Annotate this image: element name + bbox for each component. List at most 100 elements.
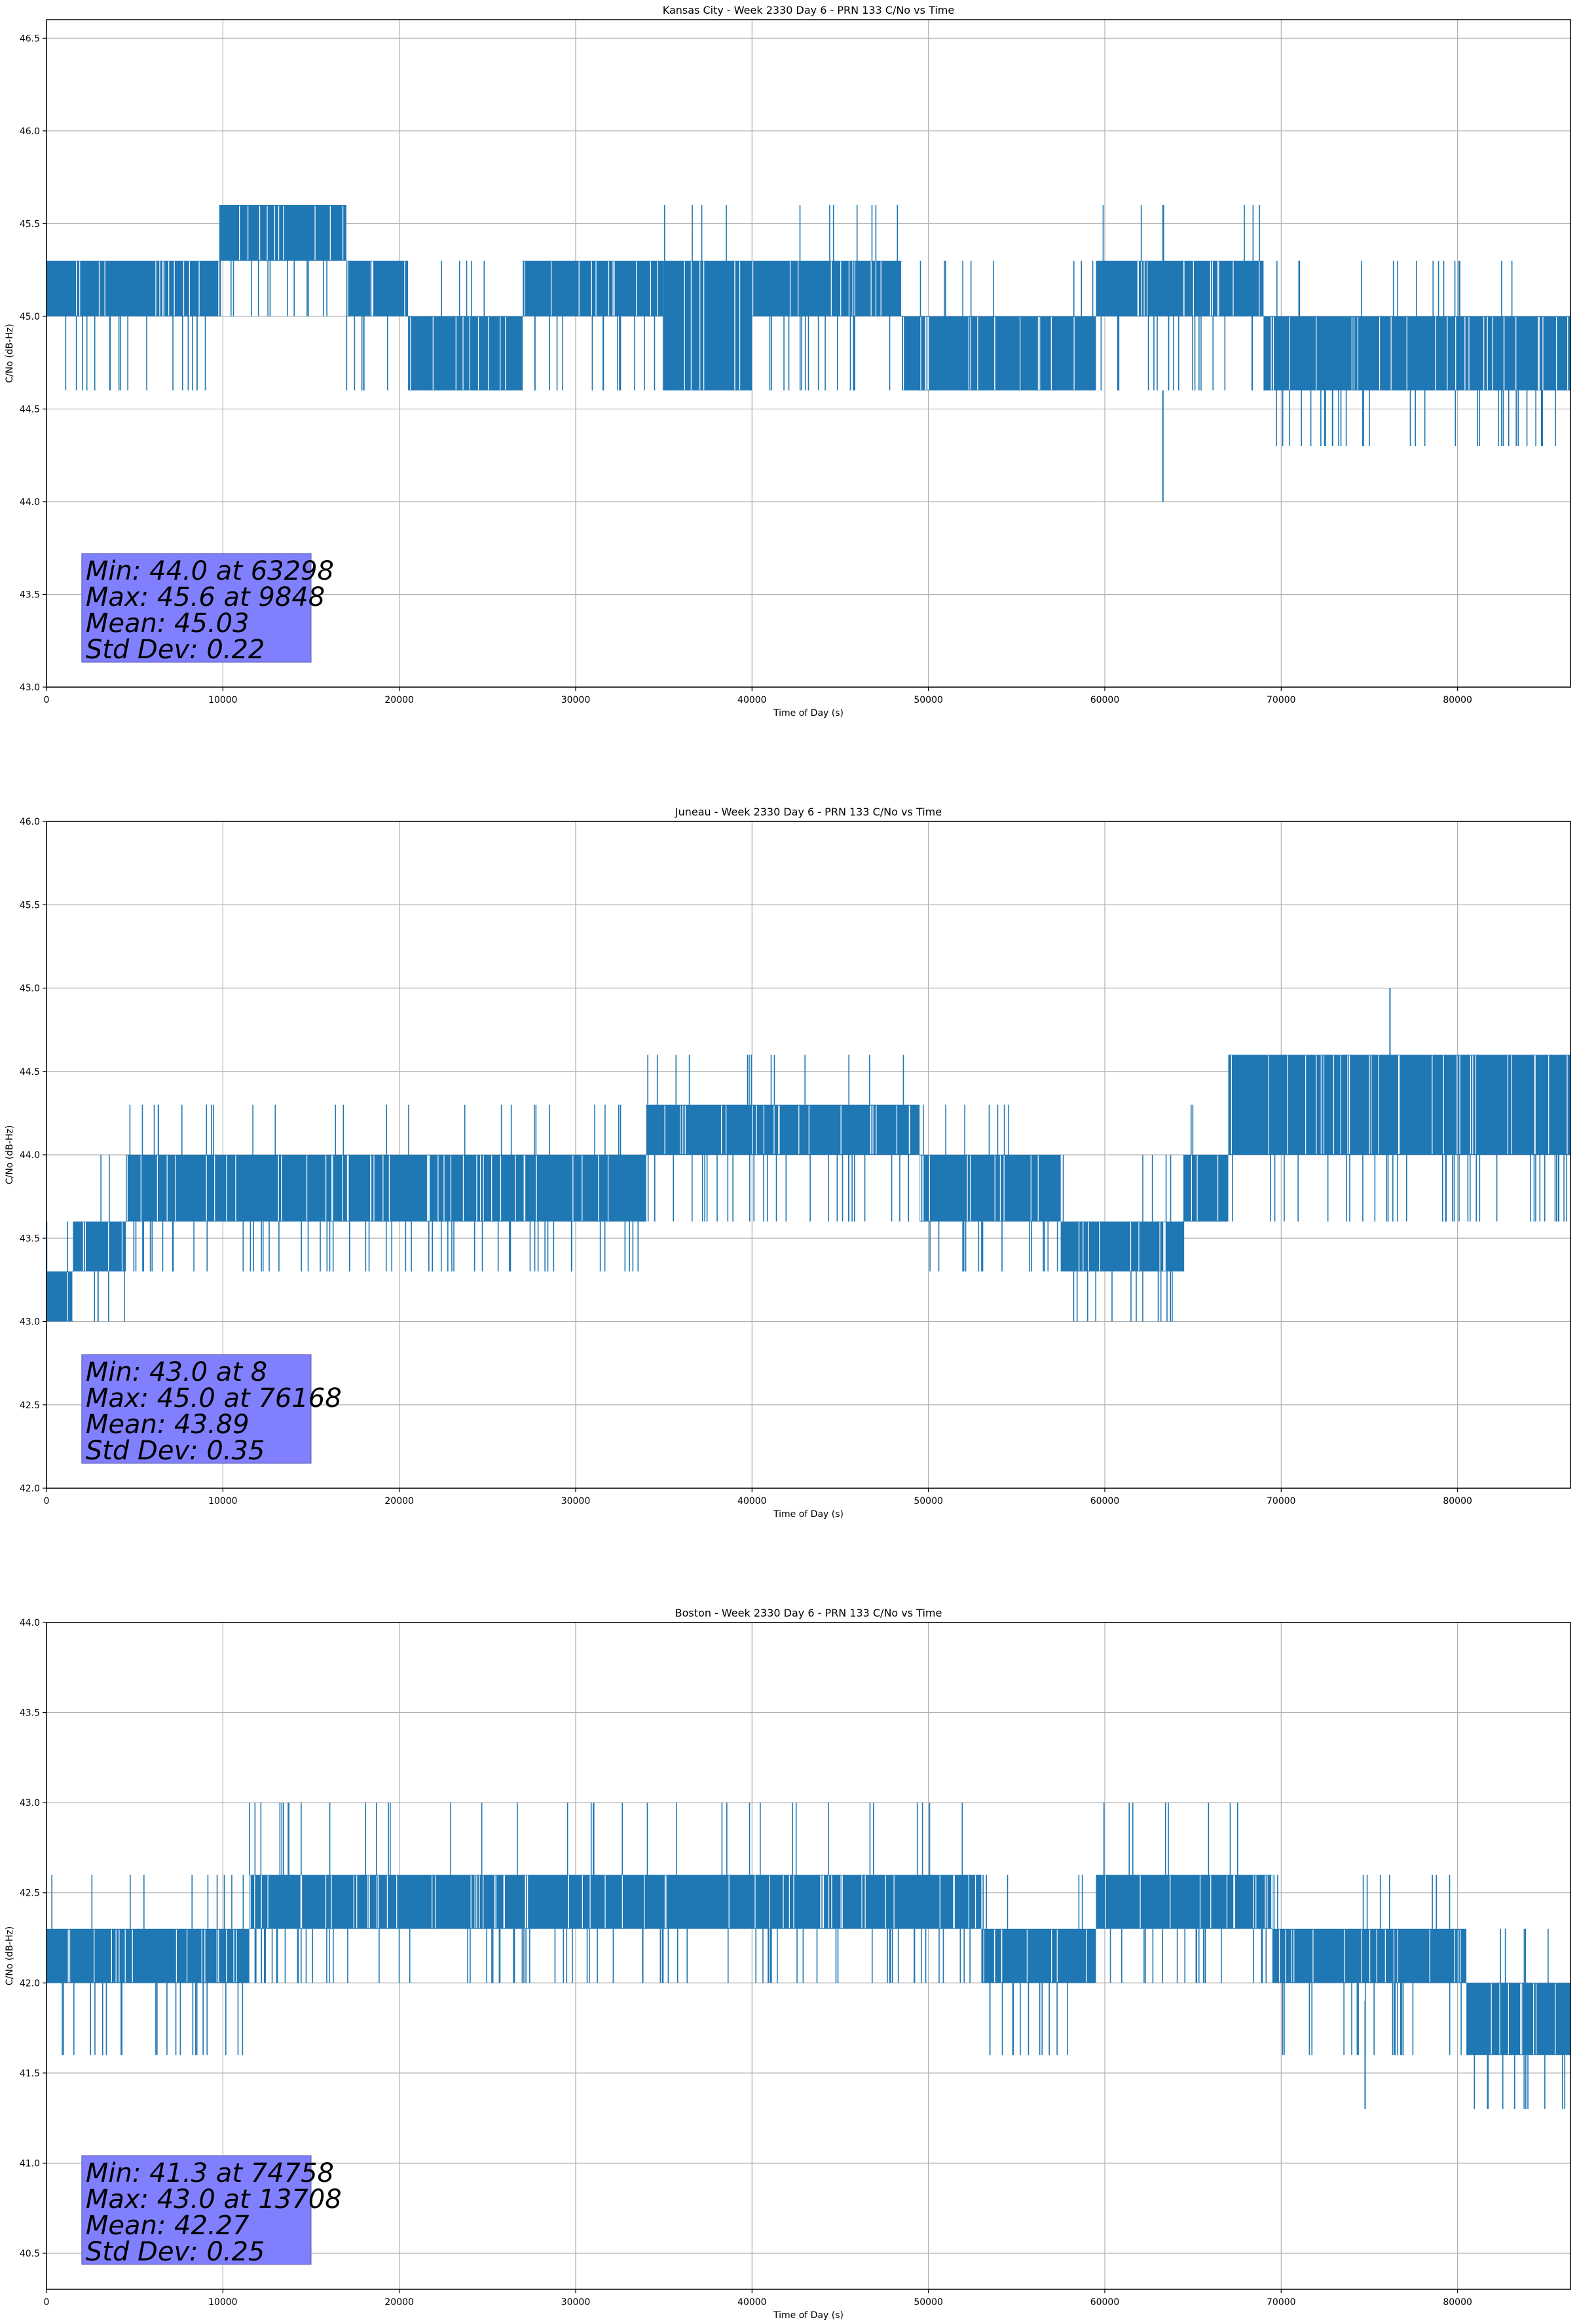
- x-tick-label: 40000: [737, 1496, 767, 1507]
- chart-panel-1: 0 10000 20000 30000 40000 50000 60000 70000 8000…: [5, 4, 1571, 719]
- y-tick-label: 45.5: [20, 219, 40, 229]
- y-tick-label: 43.5: [20, 1708, 40, 1719]
- y-tick-label: 46.5: [20, 33, 40, 44]
- x-tick-label: 40000: [737, 695, 767, 705]
- y-tick-label: 46.0: [20, 126, 40, 137]
- y-tick-label: 40.5: [20, 2249, 40, 2259]
- stats-line: Std Dev: 0.35: [86, 1436, 265, 1466]
- x-tick-label: 60000: [1090, 1496, 1120, 1507]
- plot-frame: [46, 19, 1571, 688]
- series-band: [1272, 1928, 1467, 1983]
- series-band: [346, 260, 409, 316]
- chart-title: Kansas City - Week 2330 Day 6 - PRN 133 …: [663, 4, 954, 16]
- series-band: [46, 1271, 73, 1322]
- series-band: [126, 1155, 435, 1222]
- stats-line: Mean: 45.03: [86, 609, 250, 639]
- x-tick-label: 50000: [914, 695, 943, 705]
- x-tick-label: 0: [44, 695, 50, 705]
- y-tick-label: 43.0: [20, 1317, 40, 1328]
- series-band: [434, 1155, 646, 1222]
- y-tick-label: 43.5: [20, 1233, 40, 1244]
- y-tick-label: 41.0: [20, 2158, 40, 2169]
- series-band: [1466, 1983, 1570, 2055]
- x-tick-label: 70000: [1267, 1496, 1296, 1507]
- x-tick-label: 10000: [208, 2297, 238, 2308]
- series-trace: [46, 1803, 1570, 2109]
- stats-line: Max: 45.0 at 76168: [86, 1383, 342, 1414]
- x-tick-label: 10000: [208, 695, 238, 705]
- stats-box: [81, 2155, 312, 2265]
- x-axis-label: Time of Day (s): [773, 2310, 844, 2321]
- x-tick-label: 70000: [1267, 695, 1296, 705]
- series-band: [523, 260, 664, 316]
- stats-line: Max: 45.6 at 9848: [86, 582, 325, 612]
- y-tick-label: 41.5: [20, 2069, 40, 2079]
- x-tick-label: 70000: [1267, 2297, 1296, 2308]
- series-trace: [46, 988, 1570, 1322]
- x-tick-label: 30000: [561, 2297, 591, 2308]
- y-tick-label: 44.5: [20, 1067, 40, 1078]
- y-tick-label: 42.5: [20, 1888, 40, 1899]
- stats-line: Mean: 43.89: [86, 1410, 250, 1440]
- plot-frame: [46, 1622, 1571, 2290]
- stats-line: Min: 41.3 at 74758: [86, 2158, 334, 2188]
- stats-line: Std Dev: 0.25: [86, 2237, 265, 2267]
- x-tick-label: 20000: [384, 2297, 414, 2308]
- x-tick-label: 80000: [1443, 2297, 1472, 2308]
- chart-title: Juneau - Week 2330 Day 6 - PRN 133 C/No …: [675, 806, 942, 818]
- y-tick-label: 42.0: [20, 1978, 40, 1989]
- x-tick-label: 20000: [384, 1496, 414, 1507]
- chart-panel-2: 0 10000 20000 30000 40000 50000 60000 70000 8000…: [5, 806, 1571, 1520]
- x-tick-label: 0: [44, 2297, 50, 2308]
- y-tick-label: 45.5: [20, 900, 40, 910]
- series-band: [1096, 1875, 1272, 1929]
- series-band: [46, 1928, 250, 1983]
- x-tick-label: 30000: [561, 1496, 591, 1507]
- y-tick-label: 42.5: [20, 1400, 40, 1411]
- x-tick-label: 50000: [914, 2297, 943, 2308]
- series-band: [919, 1155, 1061, 1222]
- stats-line: Min: 43.0 at 8: [86, 1357, 267, 1387]
- series-band: [219, 205, 346, 261]
- y-tick-label: 43.5: [20, 590, 40, 600]
- series-band: [981, 1928, 1096, 1983]
- x-axis-label: Time of Day (s): [773, 1509, 844, 1520]
- stats-line: Mean: 42.27: [86, 2211, 250, 2241]
- stats-line: Max: 43.0 at 13708: [86, 2184, 342, 2215]
- chart-panel-3: 0 10000 20000 30000 40000 50000 60000 70000 8000…: [5, 1607, 1571, 2321]
- x-tick-label: 10000: [208, 1496, 238, 1507]
- y-tick-label: 43.0: [20, 1798, 40, 1809]
- series-band: [46, 260, 219, 316]
- x-tick-label: 60000: [1090, 2297, 1120, 2308]
- y-tick-label: 43.0: [20, 683, 40, 693]
- series-band: [408, 316, 523, 391]
- y-tick-label: 44.5: [20, 404, 40, 415]
- stats-box: [81, 553, 312, 663]
- x-axis-label: Time of Day (s): [773, 708, 844, 719]
- x-tick-label: 80000: [1443, 1496, 1472, 1507]
- stats-line: Min: 44.0 at 63298: [86, 556, 334, 586]
- x-tick-label: 80000: [1443, 695, 1472, 705]
- y-axis-label: C/No (dB-Hz): [5, 324, 15, 383]
- series-band: [1263, 316, 1570, 391]
- y-tick-label: 44.0: [20, 1618, 40, 1628]
- x-tick-label: 40000: [737, 2297, 767, 2308]
- series-trace: [46, 205, 1570, 502]
- chart-title: Boston - Week 2330 Day 6 - PRN 133 C/No …: [675, 1607, 942, 1619]
- stats-box: [81, 1354, 312, 1464]
- y-tick-label: 42.0: [20, 1484, 40, 1494]
- x-tick-label: 60000: [1090, 695, 1120, 705]
- series-band: [1184, 1155, 1229, 1222]
- y-tick-label: 44.0: [20, 1150, 40, 1161]
- y-tick-label: 45.0: [20, 312, 40, 322]
- series-band: [73, 1221, 126, 1272]
- y-axis-label: C/No (dB-Hz): [5, 1926, 15, 1985]
- y-tick-label: 44.0: [20, 497, 40, 508]
- series-band: [1096, 260, 1264, 316]
- series-band: [752, 260, 902, 316]
- series-band: [646, 1104, 920, 1155]
- y-axis-label: C/No (dB-Hz): [5, 1125, 15, 1184]
- series-band: [902, 316, 1096, 391]
- x-tick-label: 0: [44, 1496, 50, 1507]
